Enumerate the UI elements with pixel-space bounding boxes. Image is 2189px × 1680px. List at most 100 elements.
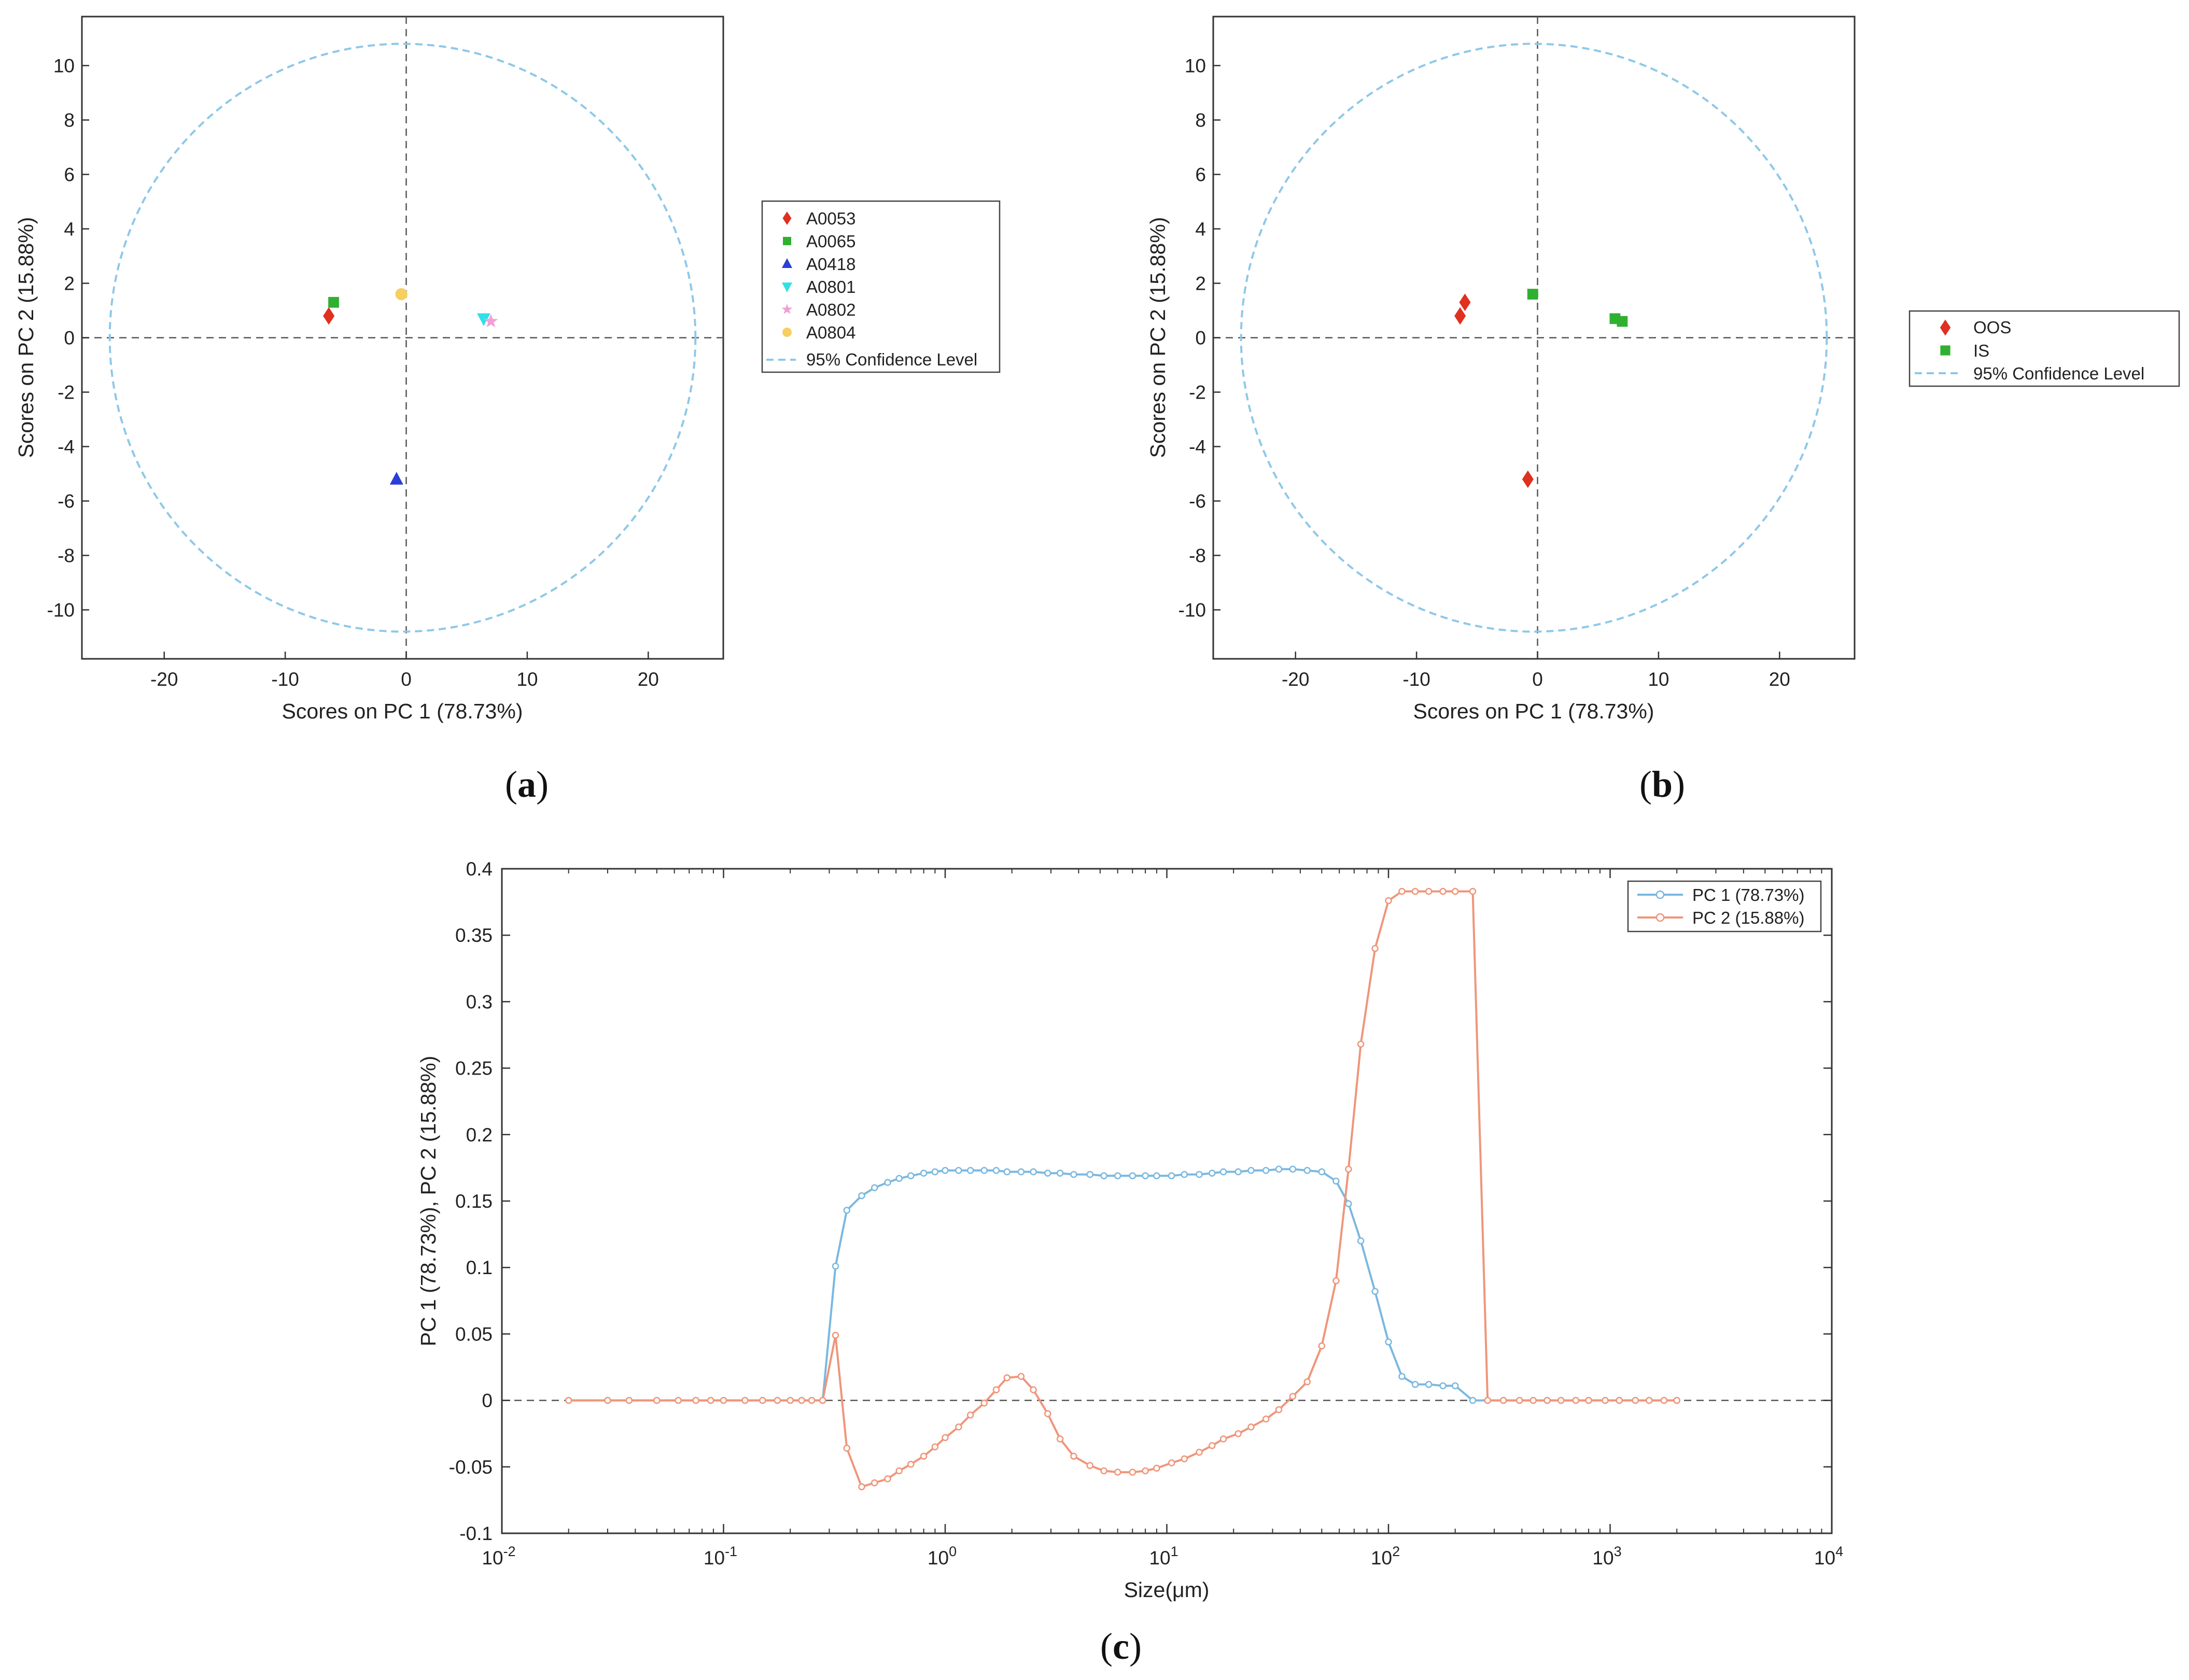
panel-c-series-pc2-point — [1345, 1165, 1352, 1173]
panel-c-series-pc1-point — [1425, 1381, 1433, 1388]
panel-c-series-pc2-point — [955, 1423, 962, 1431]
panel-c-series-pc2-point — [1030, 1386, 1037, 1393]
panel-c-series-pc2-point — [1181, 1455, 1188, 1463]
panel-b-yticks: -10 -8 -6 -4 -2 0 2 4 6 8 10 — [1178, 55, 1220, 621]
panel-c-series-pc2-point — [871, 1479, 878, 1487]
panel-c-series-pc2-point — [1234, 1430, 1242, 1437]
panel-a-point-a0804 — [395, 288, 408, 301]
panel-c-series-pc2-point — [1196, 1448, 1203, 1456]
panel-c-series-pc2-point — [1168, 1459, 1175, 1466]
panel-c-series-pc2-point — [1070, 1452, 1077, 1460]
panel-c-legend-text: PC 2 (15.88%) — [1692, 908, 1804, 927]
panel-c-lines — [565, 887, 1680, 1491]
panel-c-series-pc2-point — [980, 1399, 988, 1407]
panel-b-ytick-label: -10 — [1178, 600, 1206, 621]
panel-c-series-pc1-point — [1275, 1165, 1283, 1173]
panel-c-series-pc1-point — [884, 1179, 891, 1186]
panel-a-ytick-label: 6 — [64, 164, 75, 186]
panel-b-legend-text: IS — [1973, 341, 1989, 360]
panel-a-ytick-label: 0 — [64, 328, 75, 349]
panel-c-series-pc1-point — [931, 1168, 939, 1176]
panel-c-series-pc2-point — [741, 1396, 749, 1404]
panel-c-series-pc1-point — [1332, 1177, 1340, 1185]
panel-c-series-pc1-point — [858, 1192, 865, 1199]
panel-a-legend-text: A0418 — [806, 255, 855, 274]
panel-b-ytick-label: 6 — [1195, 164, 1206, 186]
panel-c-series-pc2-point — [1646, 1396, 1653, 1404]
panel-c-xtick-label: 102 — [1371, 1544, 1400, 1569]
panel-a-points — [323, 288, 498, 485]
panel-c-series-pc1-point — [1439, 1382, 1447, 1390]
panel-c-series-pc2-point — [759, 1396, 766, 1404]
panel-c-series-pc2-point — [1219, 1435, 1227, 1443]
panel-c-series-pc2-point — [565, 1396, 572, 1404]
panel-c-series-pc2-point — [1543, 1396, 1551, 1404]
panel-c-ytick-label: 0.05 — [455, 1323, 493, 1345]
panel-c-series-pc1-point — [966, 1167, 974, 1174]
panel-a-yticks: -10 -8 -6 -4 -2 0 2 4 6 8 10 — [47, 55, 89, 621]
panel-a-ytick-label: 8 — [64, 110, 75, 131]
panel-a-legend-text: A0065 — [806, 232, 855, 251]
panel-a-ytick-label: 10 — [53, 55, 75, 77]
panel-c-xtick-label: 103 — [1592, 1544, 1621, 1569]
panel-a-xticks: -20 -10 0 10 20 — [150, 652, 659, 690]
panel-b-plot-box — [1212, 16, 1856, 660]
panel-c-legend-box — [1627, 880, 1822, 933]
panel-b-point-oos — [1459, 293, 1471, 312]
panel-c-series-pc2-point — [858, 1483, 865, 1491]
panel-c-series-pc1-point — [980, 1167, 988, 1174]
panel-b-xticks: -20 -10 0 10 20 — [1282, 652, 1790, 690]
panel-c-series-pc1-point — [832, 1262, 839, 1270]
panel-c-ylabel: PC 1 (78.73%), PC 2 (15.88%) — [416, 1056, 440, 1347]
panel-a-legend-marker-a0801 — [782, 283, 792, 292]
panel-b-ytick-label: 10 — [1185, 55, 1206, 77]
panel-c-series-pc2-point — [787, 1396, 794, 1404]
panel-b-xtick-label: -10 — [1402, 669, 1430, 690]
panel-c-series-pc2-point — [1056, 1435, 1064, 1443]
panel-c-series-pc2-point — [1673, 1396, 1680, 1404]
panel-c-series-pc2-point — [895, 1467, 903, 1475]
panel-b-xtick-label: 0 — [1532, 669, 1543, 690]
panel-c-series-pc2-point — [1484, 1396, 1491, 1404]
panel-c-series-pc2-point — [1602, 1396, 1609, 1404]
panel-c-caption: (c) — [1100, 1626, 1142, 1667]
panel-c-ytick-label: 0.15 — [455, 1191, 493, 1212]
panel-b-ytick-label: -4 — [1189, 436, 1206, 458]
panel-a-ylabel: Scores on PC 2 (15.88%) — [14, 217, 38, 458]
panel-c-series-pc1-point — [1100, 1172, 1107, 1180]
panel-c-series-pc2-point — [1572, 1396, 1580, 1404]
panel-c-xtick-label: 104 — [1814, 1544, 1843, 1569]
panel-a-point-a0418 — [389, 472, 403, 485]
panel-b-ytick-label: 8 — [1195, 110, 1206, 131]
panel-c-series-pc2-point — [675, 1396, 682, 1404]
panel-b-legend-marker-oos — [1940, 319, 1951, 336]
panel-a-legend-marker-a0418 — [782, 258, 792, 268]
panel-a-legend-marker-a0802 — [781, 304, 793, 314]
panel-c-series-pc2-point — [1289, 1393, 1297, 1400]
panel-c-series-pc2-point — [1209, 1442, 1216, 1449]
panel-c-legend-marker-pc2-point — [1655, 913, 1665, 922]
panel-b-ylabel: Scores on PC 2 (15.88%) — [1146, 217, 1170, 458]
panel-c-series-pc1-point — [1345, 1200, 1352, 1207]
panel-c-series-pc2-point — [920, 1452, 928, 1460]
panel-c-letter: c — [1113, 1626, 1129, 1667]
panel-c-series-pc2-point — [1398, 887, 1406, 895]
panel-a-legend-marker-a0804 — [782, 328, 792, 337]
panel-b-point-is — [1527, 289, 1538, 300]
panel-c-series-pc2-point — [1332, 1277, 1340, 1284]
panel-c-ytick-label: 0.1 — [466, 1257, 493, 1278]
panel-a-ytick-label: -2 — [58, 382, 75, 403]
panel-c-plot-box — [501, 868, 1833, 1534]
panel-c-series-pc2-point — [1153, 1464, 1160, 1472]
panel-c-xtick-label: 10-1 — [704, 1544, 737, 1569]
panel-c-ytick-label: 0.3 — [466, 991, 493, 1012]
panel-c-series-pc1-point — [920, 1169, 928, 1177]
panel-b-ytick-label: 2 — [1195, 273, 1206, 294]
panel-a-ytick-label: 2 — [64, 273, 75, 294]
panel-b-xtick-label: -20 — [1282, 669, 1309, 690]
panel-c-legend-markers — [1637, 890, 1683, 922]
panel-a-legend-marker-a0053 — [782, 211, 792, 225]
panel-c-series-pc1-point — [1398, 1373, 1406, 1380]
panel-c-series-pc2-point — [1411, 887, 1419, 895]
